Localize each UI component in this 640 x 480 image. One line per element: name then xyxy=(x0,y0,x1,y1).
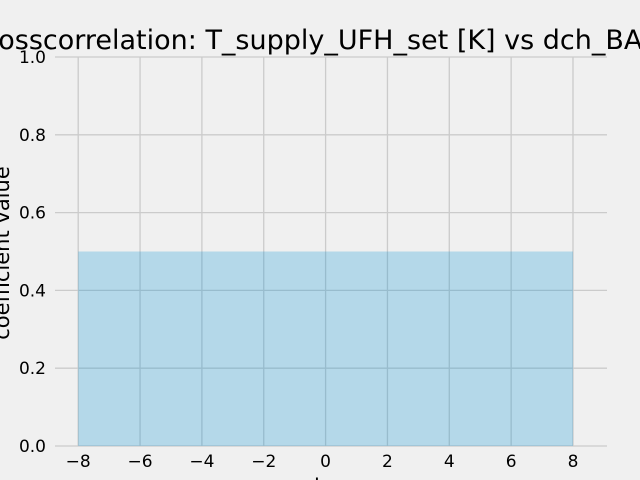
x-tick-label: 0 xyxy=(320,452,331,472)
x-tick-label: −6 xyxy=(128,452,153,472)
x-tick-label: −4 xyxy=(189,452,214,472)
grid-lines xyxy=(55,56,607,447)
x-tick-label: 2 xyxy=(382,452,393,472)
y-tick-label: 1.0 xyxy=(19,48,46,68)
x-axis-label: lag xyxy=(314,475,346,480)
x-tick-label: −8 xyxy=(66,452,91,472)
x-tick-label: 8 xyxy=(568,452,579,472)
y-tick-label: 0.8 xyxy=(19,126,46,146)
area-series xyxy=(78,251,573,446)
y-tick-label: 0.2 xyxy=(19,359,46,379)
chart-title: Crosscorrelation: T_supply_UFH_set [K] v… xyxy=(0,25,640,56)
x-tick-label: −2 xyxy=(251,452,276,472)
x-axis-ticks: −8 −6 −4 −2 0 2 4 6 8 xyxy=(66,452,579,472)
x-tick-label: 6 xyxy=(506,452,517,472)
y-axis-ticks: 0.0 0.2 0.4 0.6 0.8 1.0 xyxy=(19,48,46,457)
y-tick-label: 0.6 xyxy=(19,204,46,224)
y-tick-label: 0.4 xyxy=(19,281,46,301)
y-axis-label: coefficient value xyxy=(0,166,14,340)
x-tick-label: 4 xyxy=(444,452,455,472)
y-tick-label: 0.0 xyxy=(19,437,46,457)
area-fill xyxy=(78,251,573,446)
